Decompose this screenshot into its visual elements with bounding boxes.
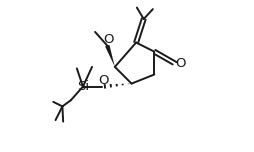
Text: O: O xyxy=(103,33,113,46)
Polygon shape xyxy=(105,45,115,67)
Text: Si: Si xyxy=(77,80,89,93)
Text: O: O xyxy=(98,74,109,87)
Text: O: O xyxy=(175,57,186,70)
